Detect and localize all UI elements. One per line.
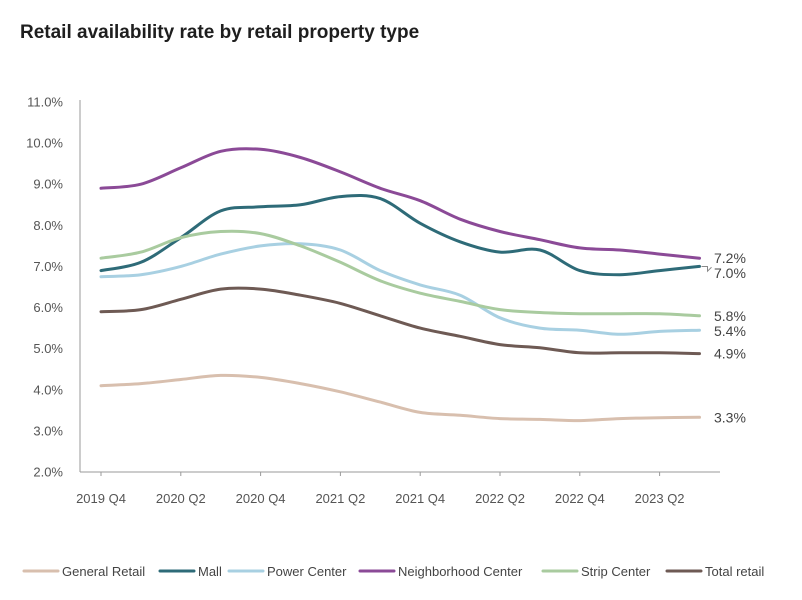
series-line-strip-center bbox=[99, 229, 701, 318]
legend-label-general-retail: General Retail bbox=[62, 564, 145, 579]
end-label-power-center: 5.4% bbox=[714, 323, 746, 339]
chart-axes: 2.0% 3.0% 4.0% 5.0% 6.0% 7.0% 8.0% 9.0% 10.0% 11.… bbox=[26, 95, 720, 506]
legend-label-power-center: Power Center bbox=[267, 564, 347, 579]
x-tick-label: 2020 Q2 bbox=[156, 491, 206, 506]
series-line-power-center bbox=[99, 242, 701, 336]
x-tick-label: 2019 Q4 bbox=[76, 491, 126, 506]
x-tick-label: 2022 Q4 bbox=[555, 491, 605, 506]
series-lines bbox=[99, 147, 701, 423]
y-tick-label: 6.0% bbox=[33, 300, 63, 315]
x-tick-label: 2021 Q2 bbox=[315, 491, 365, 506]
end-label-leader bbox=[701, 265, 712, 273]
series-line-general-retail bbox=[99, 373, 701, 423]
y-tick-label: 9.0% bbox=[33, 177, 63, 192]
y-tick-label: 3.0% bbox=[33, 423, 63, 438]
end-label-general-retail: 3.3% bbox=[714, 409, 746, 425]
chart-title: Retail availability rate by retail prope… bbox=[20, 22, 420, 43]
end-label-mall: 7.0% bbox=[714, 265, 746, 281]
end-label-strip-center: 5.8% bbox=[714, 308, 746, 324]
series-line-neighborhood-center bbox=[99, 147, 701, 260]
y-tick-label: 10.0% bbox=[26, 136, 63, 151]
legend-label-total-retail: Total retail bbox=[705, 564, 764, 579]
y-tick-label: 11.0% bbox=[27, 95, 63, 110]
series-line-total-retail bbox=[99, 286, 701, 356]
legend-label-strip-center: Strip Center bbox=[581, 564, 651, 579]
x-tick-label: 2022 Q2 bbox=[475, 491, 525, 506]
y-tick-label: 4.0% bbox=[33, 382, 63, 397]
y-tick-label: 8.0% bbox=[33, 218, 63, 233]
end-label-neighborhood-center: 7.2% bbox=[714, 250, 746, 266]
legend: General Retail Mall Power Center Neighborho… bbox=[22, 564, 764, 579]
legend-label-neighborhood-center: Neighborhood Center bbox=[398, 564, 523, 579]
x-tick-label: 2021 Q4 bbox=[395, 491, 445, 506]
y-tick-label: 5.0% bbox=[33, 341, 63, 356]
x-tick-label: 2023 Q2 bbox=[635, 491, 685, 506]
y-tick-label: 7.0% bbox=[33, 259, 63, 274]
end-label-total-retail: 4.9% bbox=[714, 346, 746, 362]
series-line-mall bbox=[99, 194, 701, 277]
end-labels: 7.2%7.0% 5.8%5.4% 4.9% 3.3% bbox=[701, 250, 746, 425]
x-tick-label: 2020 Q4 bbox=[236, 491, 286, 506]
y-tick-label: 2.0% bbox=[33, 465, 63, 480]
legend-label-mall: Mall bbox=[198, 564, 222, 579]
